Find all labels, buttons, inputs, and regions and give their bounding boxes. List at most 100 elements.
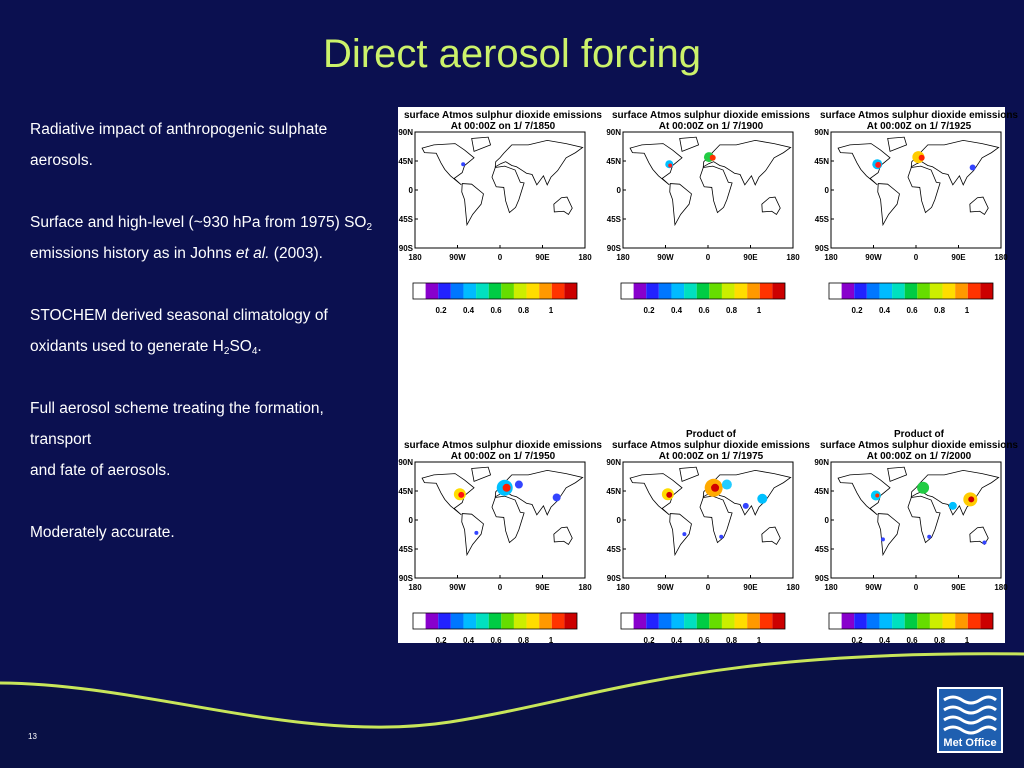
colorbar-cell [513,613,527,629]
emission-patch [709,154,716,161]
lon-label: 90W [449,253,466,262]
emission-patch [917,481,930,494]
colorbar-label: 0.4 [671,636,683,645]
map-panel: surface Atmos sulphur dioxide emissionsA… [398,440,602,645]
lon-label: 180 [616,253,630,262]
colorbar-cell [438,613,451,629]
lon-label: 180 [408,583,422,592]
colorbar-cell [621,283,634,299]
text-run: and fate of aerosols. [30,462,171,479]
colorbar-cell [955,613,968,629]
colorbar-cell [904,613,918,629]
coastline [669,513,692,557]
panel-title: surface Atmos sulphur dioxide emissions [612,110,810,121]
colorbar-cell [684,613,697,629]
colorbar-cell [929,613,943,629]
colorbar-cell [721,613,735,629]
coastline [494,469,584,516]
lon-label: 0 [706,253,711,262]
colorbar-cell [892,283,905,299]
colorbar-label: 1 [549,306,554,315]
text-run: emissions history as in Johns [30,245,236,262]
colorbar-label: 0.8 [934,636,946,645]
lat-label: 90S [399,574,414,583]
colorbar-cell [488,613,502,629]
emission-patch [969,164,976,171]
colorbar-cell [633,613,647,629]
text-run: Radiative impact of anthropogenic sulpha… [30,121,328,169]
lon-label: 180 [616,583,630,592]
coastline [761,526,781,546]
colorbar-label: 0.8 [726,636,738,645]
colorbar-cell [646,613,659,629]
bullet-line: Full aerosol scheme treating the formati… [30,393,380,455]
colorbar-label: 0.6 [490,636,502,645]
coastline [907,165,941,214]
lat-label: 45S [399,215,414,224]
colorbar-cell [942,283,956,299]
lat-label: 45S [815,545,830,554]
colorbar-cell [772,613,785,629]
lon-label: 90E [743,583,758,592]
colorbar-cell [866,283,880,299]
colorbar-cell [734,613,748,629]
colorbar-cell [539,283,552,299]
lon-label: 90E [951,253,966,262]
lat-label: 90N [606,128,621,137]
emission-patch [502,483,511,492]
colorbar-label: 0.4 [879,636,891,645]
lat-label: 45S [399,545,414,554]
colorbar-label: 0.2 [435,306,447,315]
panel-title: At 00:00Z on 1/ 7/1900 [659,121,764,132]
coastline [421,473,475,516]
colorbar-cell [829,283,842,299]
coastline [471,466,492,482]
text-run: 2 [223,346,230,357]
logo-text: Met Office [943,737,996,749]
emission-patch [918,154,925,161]
lon-label: 180 [786,253,800,262]
panel-title: surface Atmos sulphur dioxide emissions [820,440,1018,451]
colorbar-cell [539,613,552,629]
colorbar-cell [684,283,697,299]
lat-label: 90S [399,244,414,253]
coastline [629,143,683,186]
colorbar-cell [917,283,930,299]
map-frame [830,131,1002,249]
colorbar-cell [854,283,867,299]
coastline [553,526,573,546]
lat-label: 90N [814,128,829,137]
lat-label: 90N [814,458,829,467]
colorbar-cell [759,613,773,629]
coastline [837,473,891,516]
bullet-line: Moderately accurate. [30,517,380,548]
logo [937,687,1003,753]
colorbar-label: 0.6 [490,306,502,315]
colorbar-cell [621,613,634,629]
lon-label: 180 [786,583,800,592]
emission-patch [927,534,932,539]
coastline [702,139,792,186]
coastline [491,165,525,214]
slide-number: 13 [28,732,37,741]
emission-patch [880,537,885,542]
lat-label: 0 [617,516,622,525]
lon-label: 180 [408,253,422,262]
coastline [969,196,989,216]
colorbar-cell [501,283,514,299]
emission-patch [552,493,561,502]
colorbar-cell [450,283,464,299]
colorbar-label: 0.2 [643,306,655,315]
emission-patch [461,162,466,167]
colorbar-frame [828,612,994,630]
emission-patch [968,496,975,503]
panel-title: surface Atmos sulphur dioxide emissions [404,110,602,121]
lat-label: 0 [617,186,622,195]
emission-patch [668,163,673,168]
colorbar-label: 0.8 [934,306,946,315]
colorbar-cell [463,283,477,299]
colorbar-label: 0.4 [879,306,891,315]
colorbar-label: 1 [757,636,762,645]
colorbar-frame [412,282,578,300]
colorbar-label: 0.6 [906,636,918,645]
